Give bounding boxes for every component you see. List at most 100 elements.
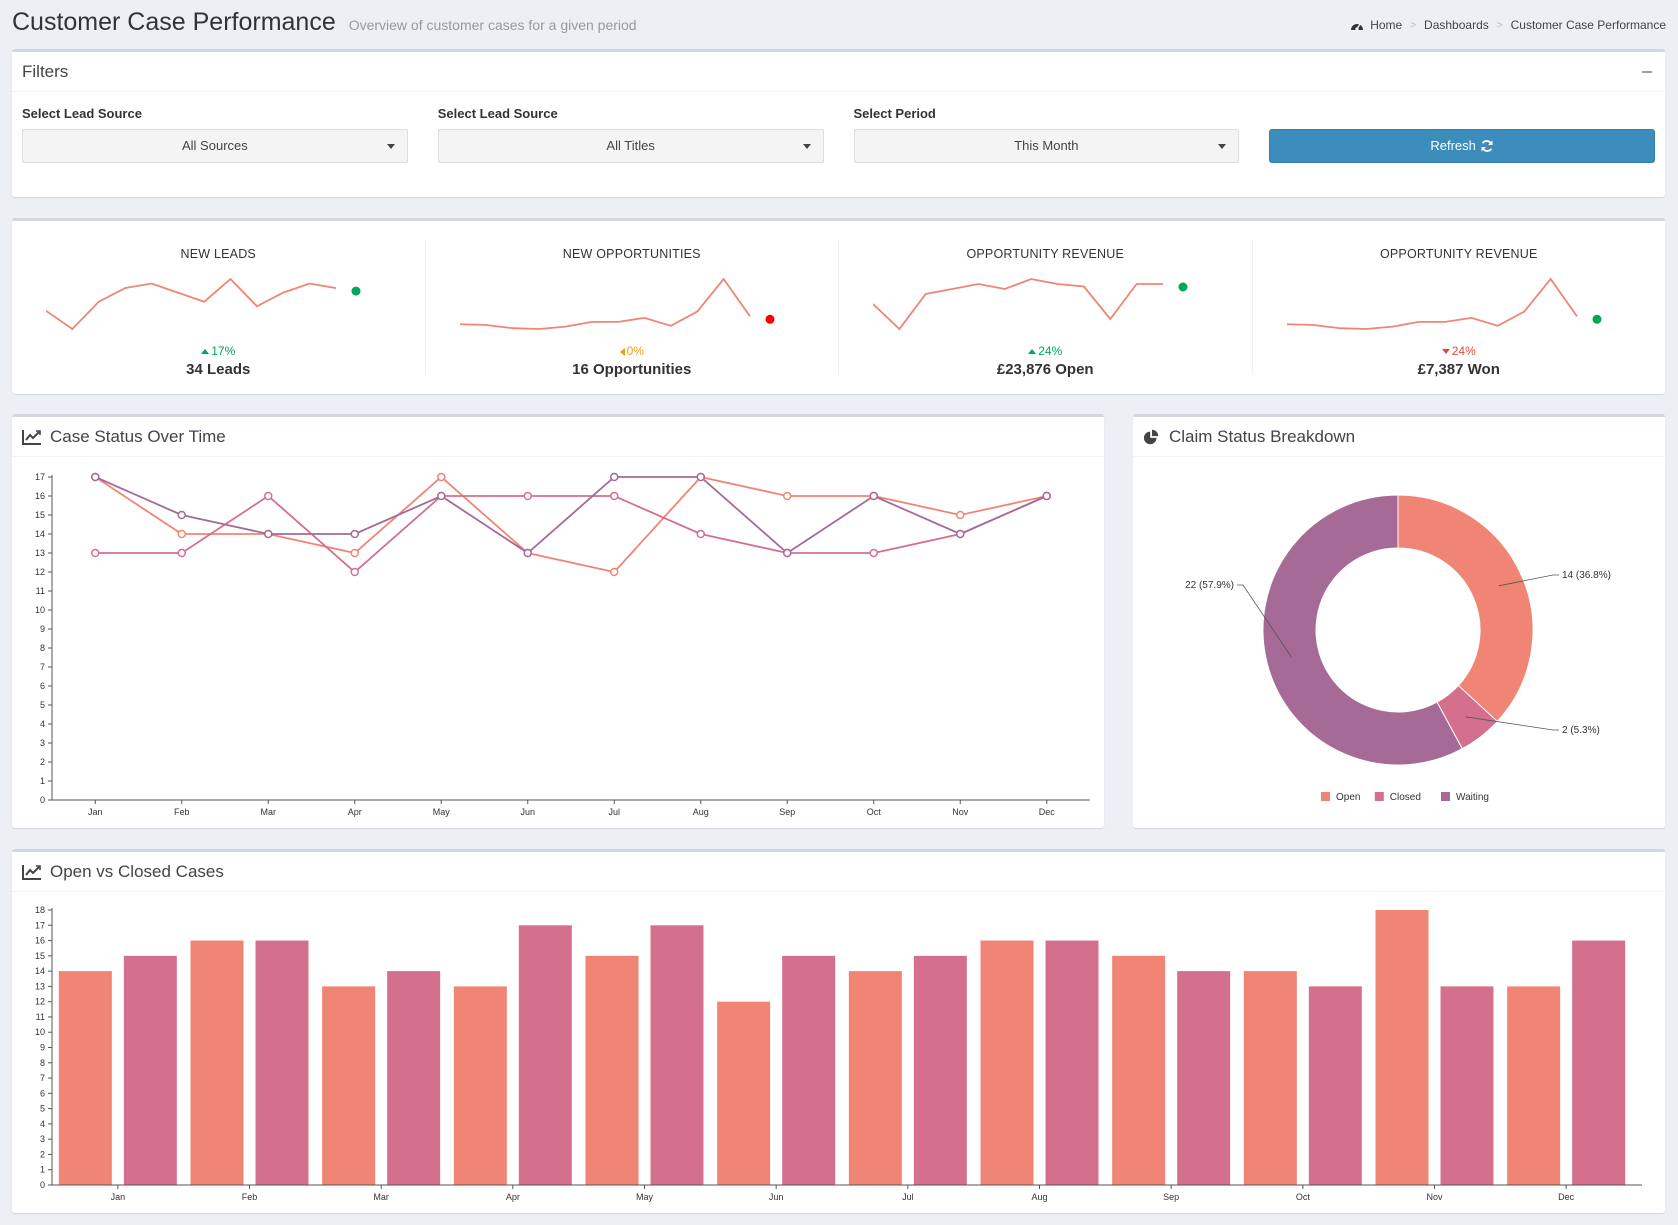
bar-closed <box>387 971 441 1185</box>
sparkline <box>1286 277 1601 330</box>
minus-icon <box>1642 70 1652 73</box>
breadcrumb-separator: > <box>1410 19 1417 31</box>
lead-source-select[interactable]: All Sources <box>22 129 408 163</box>
series-point <box>523 491 532 501</box>
y-tick-label: 11 <box>36 1012 45 1022</box>
series-line-2 <box>94 476 1048 555</box>
kpi-delta: 17% <box>12 344 425 358</box>
series-point <box>177 529 186 539</box>
bar-closed <box>255 940 309 1185</box>
series-point <box>264 491 273 501</box>
page-title: Customer Case Performance Overview of cu… <box>12 8 637 37</box>
x-tick-label: Feb <box>174 807 190 817</box>
data-label: 22 (57.9%) <box>1185 580 1234 591</box>
open-closed-bar-chart: Jan Feb Mar Apr May Jun Jul Aug Sep Oct Nov Dec0123… <box>35 905 1642 1202</box>
case-status-title: Case Status Over Time <box>50 426 226 446</box>
claim-status-header: Claim Status Breakdown <box>1133 417 1665 457</box>
series-point <box>523 548 532 558</box>
filter-lead-source: Select Lead Source All Sources <box>22 104 408 163</box>
y-tick-label: 12 <box>35 567 45 577</box>
sparkline-end-dot <box>765 314 774 324</box>
y-tick-label: 13 <box>35 548 45 558</box>
y-tick-label: 16 <box>35 936 45 946</box>
kpi-new-opportunities: NEW OPPORTUNITIES 0% 16 Opportunities <box>426 239 839 378</box>
kpi-opportunity-revenue-open: OPPORTUNITY REVENUE 24% £23,876 Open <box>839 239 1253 378</box>
series-point <box>610 491 619 501</box>
y-tick-label: 0 <box>40 1180 45 1190</box>
filter-label: Select Lead Source <box>22 106 142 121</box>
series-point <box>610 472 619 482</box>
x-tick-label: Apr <box>506 1192 520 1202</box>
select-value: All Sources <box>182 138 248 153</box>
series-line-0 <box>94 475 1047 573</box>
breadcrumb-current: Customer Case Performance <box>1510 18 1666 32</box>
x-tick-label: Feb <box>242 1192 258 1202</box>
caret-down-icon <box>1218 144 1227 149</box>
filters-header: Filters <box>12 52 1665 92</box>
x-tick-label: Oct <box>867 807 882 817</box>
y-tick-label: 14 <box>35 966 45 976</box>
open-closed-title: Open vs Closed Cases <box>50 861 224 881</box>
refresh-icon <box>1481 140 1493 152</box>
series-point <box>350 529 359 539</box>
bar-closed <box>518 925 572 1185</box>
series-point <box>264 529 273 539</box>
sparkline-path <box>873 278 1163 331</box>
y-tick-label: 10 <box>35 1027 45 1037</box>
y-tick-label: 9 <box>40 624 45 634</box>
filter-title: Select Lead Source All Titles <box>437 104 824 163</box>
y-tick-label: 16 <box>35 491 45 501</box>
kpi-delta-value: 24% <box>1038 344 1063 358</box>
x-tick-label: Nov <box>1426 1192 1443 1202</box>
y-tick-label: 2 <box>40 757 45 767</box>
x-tick-label: May <box>636 1192 654 1202</box>
bar-closed <box>1308 986 1362 1185</box>
bar-closed <box>1440 986 1494 1185</box>
breadcrumb-home-link[interactable]: Home <box>1370 18 1403 32</box>
x-tick-label: Jun <box>769 1192 784 1202</box>
y-tick-label: 2 <box>40 1149 45 1159</box>
y-tick-label: 10 <box>35 605 45 615</box>
y-tick-label: 12 <box>35 997 45 1007</box>
x-tick-label: Oct <box>1296 1192 1311 1202</box>
y-tick-label: 15 <box>35 951 45 961</box>
content-header: Customer Case Performance Overview of cu… <box>12 8 1666 44</box>
series-point <box>350 567 359 577</box>
bar-closed <box>782 955 836 1185</box>
kpi-opportunity-revenue-won: OPPORTUNITY REVENUE 24% £7,387 Won <box>1253 239 1666 378</box>
kpi-title: NEW OPPORTUNITIES <box>562 247 701 261</box>
delta-arrow-icon <box>619 347 625 356</box>
line-chart-icon <box>22 864 41 880</box>
case-status-box: Case Status Over Time 0 1 2 3 4 5 6 7 8 9 10 11 12 13… <box>12 414 1104 828</box>
sparkline-path <box>1286 277 1578 330</box>
y-tick-label: 11 <box>36 586 45 596</box>
breadcrumb-dashboards-link[interactable]: Dashboards <box>1424 18 1489 32</box>
case-status-header: Case Status Over Time <box>12 417 1104 457</box>
kpi-delta-value: 0% <box>626 344 644 358</box>
y-tick-label: 5 <box>40 1104 45 1114</box>
x-tick-label: Apr <box>348 807 362 817</box>
collapse-button[interactable] <box>1639 64 1655 80</box>
x-tick-label: Jun <box>520 807 535 817</box>
refresh-label: Refresh <box>1430 138 1476 153</box>
series-point <box>1042 491 1051 501</box>
y-tick-label: 3 <box>40 1134 45 1144</box>
open-closed-header: Open vs Closed Cases <box>12 852 1665 892</box>
x-tick-label: Sep <box>779 807 795 817</box>
filter-refresh: Refresh <box>1269 104 1655 163</box>
y-tick-label: 15 <box>35 510 45 520</box>
y-tick-label: 1 <box>40 776 45 786</box>
sparkline-path <box>459 277 751 330</box>
sparkline-end-dot <box>351 286 361 296</box>
bar-closed <box>913 955 967 1185</box>
series-point <box>437 491 446 501</box>
pie-chart-icon <box>1143 429 1159 444</box>
select-value: This Month <box>1014 138 1079 153</box>
refresh-button[interactable]: Refresh <box>1269 129 1655 163</box>
kpi-delta-value: 17% <box>211 344 236 358</box>
title-select[interactable]: All Titles <box>437 129 824 163</box>
y-tick-label: 7 <box>40 1073 45 1083</box>
filter-row: Select Lead Source All Sources Select Le… <box>22 104 1655 163</box>
period-select[interactable]: This Month <box>853 129 1240 163</box>
